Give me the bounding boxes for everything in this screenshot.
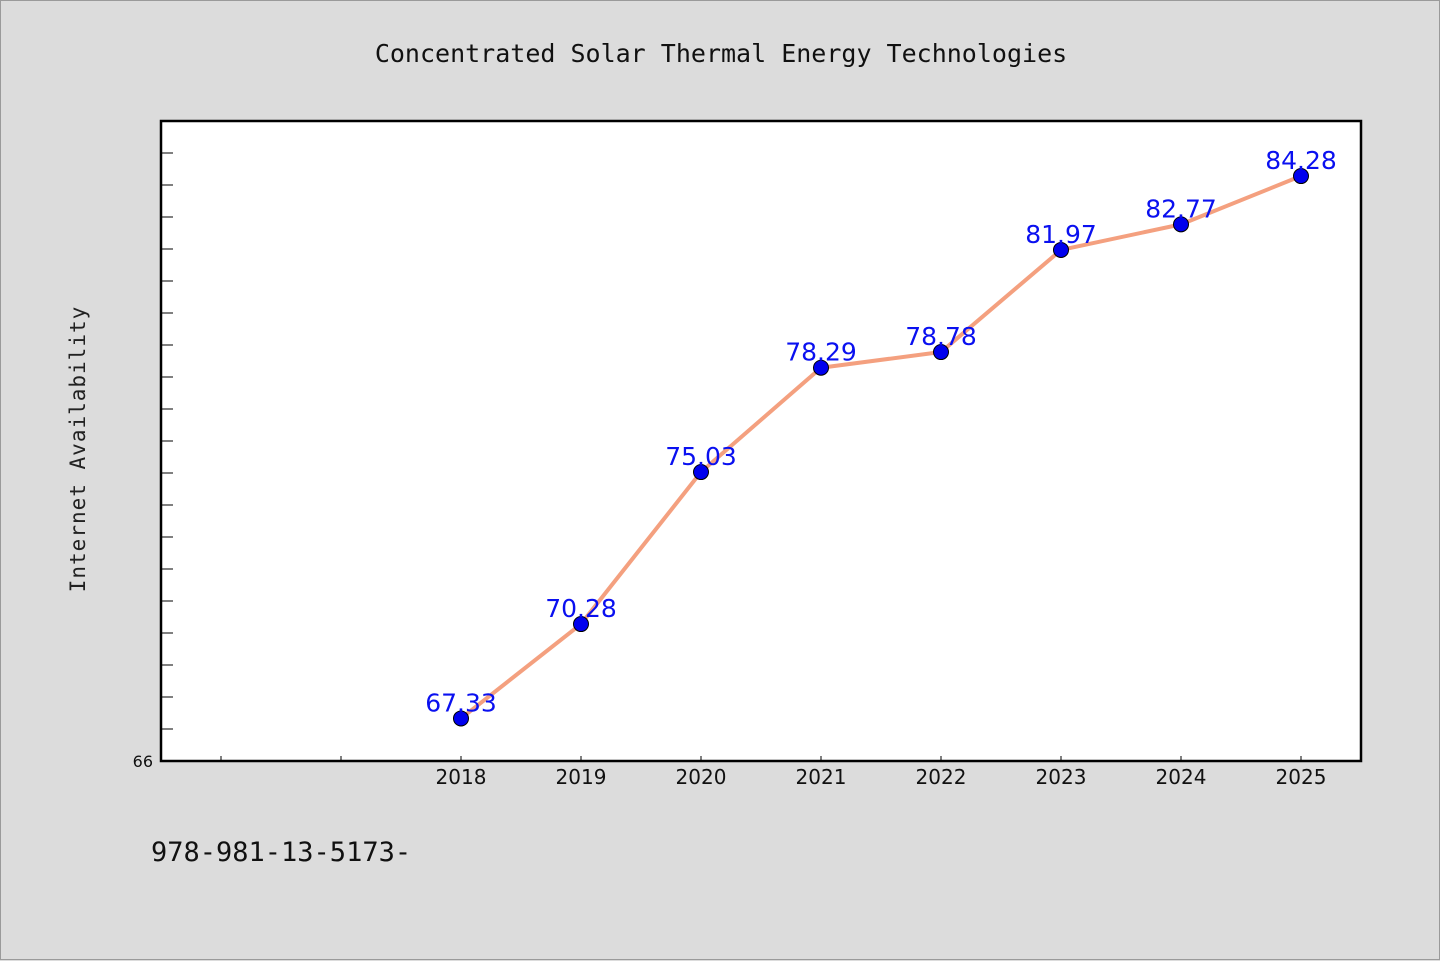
data-point <box>1293 168 1309 185</box>
data-point <box>573 616 589 633</box>
data-label: 67.33 <box>425 688 497 717</box>
data-point <box>693 464 709 481</box>
data-point <box>813 359 829 376</box>
data-label: 84.28 <box>1265 146 1337 175</box>
data-label: 81.97 <box>1025 220 1097 249</box>
data-label: 70.28 <box>545 594 617 623</box>
data-point <box>453 710 469 727</box>
chart-title: Concentrated Solar Thermal Energy Techno… <box>375 39 1067 68</box>
data-point <box>1173 216 1189 233</box>
data-points <box>453 168 1309 727</box>
footer-note: 978-981-13-5173- <box>151 837 412 868</box>
data-point <box>933 344 949 361</box>
x-tick-label: 2018 <box>436 765 487 789</box>
x-tick-label: 2022 <box>916 765 967 789</box>
data-point <box>1053 241 1069 258</box>
data-label: 78.78 <box>905 322 977 351</box>
x-tick-label: 2023 <box>1036 765 1087 789</box>
x-tick-label: 2024 <box>1156 765 1207 789</box>
axis-ticks: 66 2018 2019 2020 2021 2022 2023 2024 2025 <box>133 152 1327 789</box>
y-tick-label: 66 <box>133 752 153 771</box>
y-axis-label: Internet Availability <box>66 306 90 593</box>
series-line <box>459 174 1302 721</box>
plot-frame <box>159 119 1363 763</box>
data-label: 75.03 <box>665 442 737 471</box>
x-tick-label: 2020 <box>676 765 727 789</box>
x-tick-label: 2021 <box>796 765 847 789</box>
series-lines <box>459 174 1302 721</box>
x-tick-label: 2019 <box>556 765 607 789</box>
data-label: 78.29 <box>785 338 857 367</box>
data-labels: 67.33 70.28 75.03 78.29 78.78 81.97 82.77 84.28 <box>425 146 1337 717</box>
x-tick-label: 2025 <box>1276 765 1327 789</box>
data-label: 82.77 <box>1145 194 1217 223</box>
